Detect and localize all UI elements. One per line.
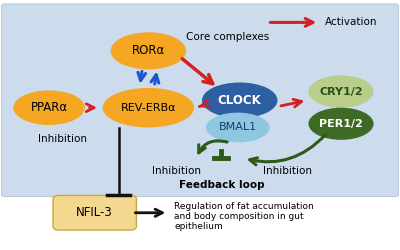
Text: Regulation of fat accumulation
and body composition in gut
epithelium: Regulation of fat accumulation and body …: [174, 202, 314, 231]
Text: BMAL1: BMAL1: [219, 122, 257, 132]
Text: Feedback loop: Feedback loop: [179, 180, 265, 190]
Text: RORα: RORα: [132, 44, 165, 57]
Text: CLOCK: CLOCK: [218, 94, 262, 107]
Ellipse shape: [202, 82, 278, 118]
Ellipse shape: [13, 90, 85, 125]
Text: Activation: Activation: [325, 18, 378, 28]
Ellipse shape: [111, 32, 186, 69]
FancyBboxPatch shape: [53, 196, 136, 230]
Text: CRY1/2: CRY1/2: [319, 87, 363, 97]
Ellipse shape: [308, 76, 374, 108]
Text: PER1/2: PER1/2: [319, 119, 363, 129]
Text: PPARα: PPARα: [30, 101, 68, 114]
Text: NFIL-3: NFIL-3: [76, 206, 113, 219]
Ellipse shape: [103, 88, 194, 128]
Ellipse shape: [206, 113, 270, 142]
Text: Inhibition: Inhibition: [152, 166, 201, 176]
FancyBboxPatch shape: [1, 4, 399, 197]
Text: Core complexes: Core complexes: [186, 32, 269, 42]
Text: Inhibition: Inhibition: [263, 166, 312, 176]
Ellipse shape: [308, 108, 374, 140]
Text: REV-ERBα: REV-ERBα: [121, 103, 176, 113]
Text: Inhibition: Inhibition: [38, 134, 88, 143]
